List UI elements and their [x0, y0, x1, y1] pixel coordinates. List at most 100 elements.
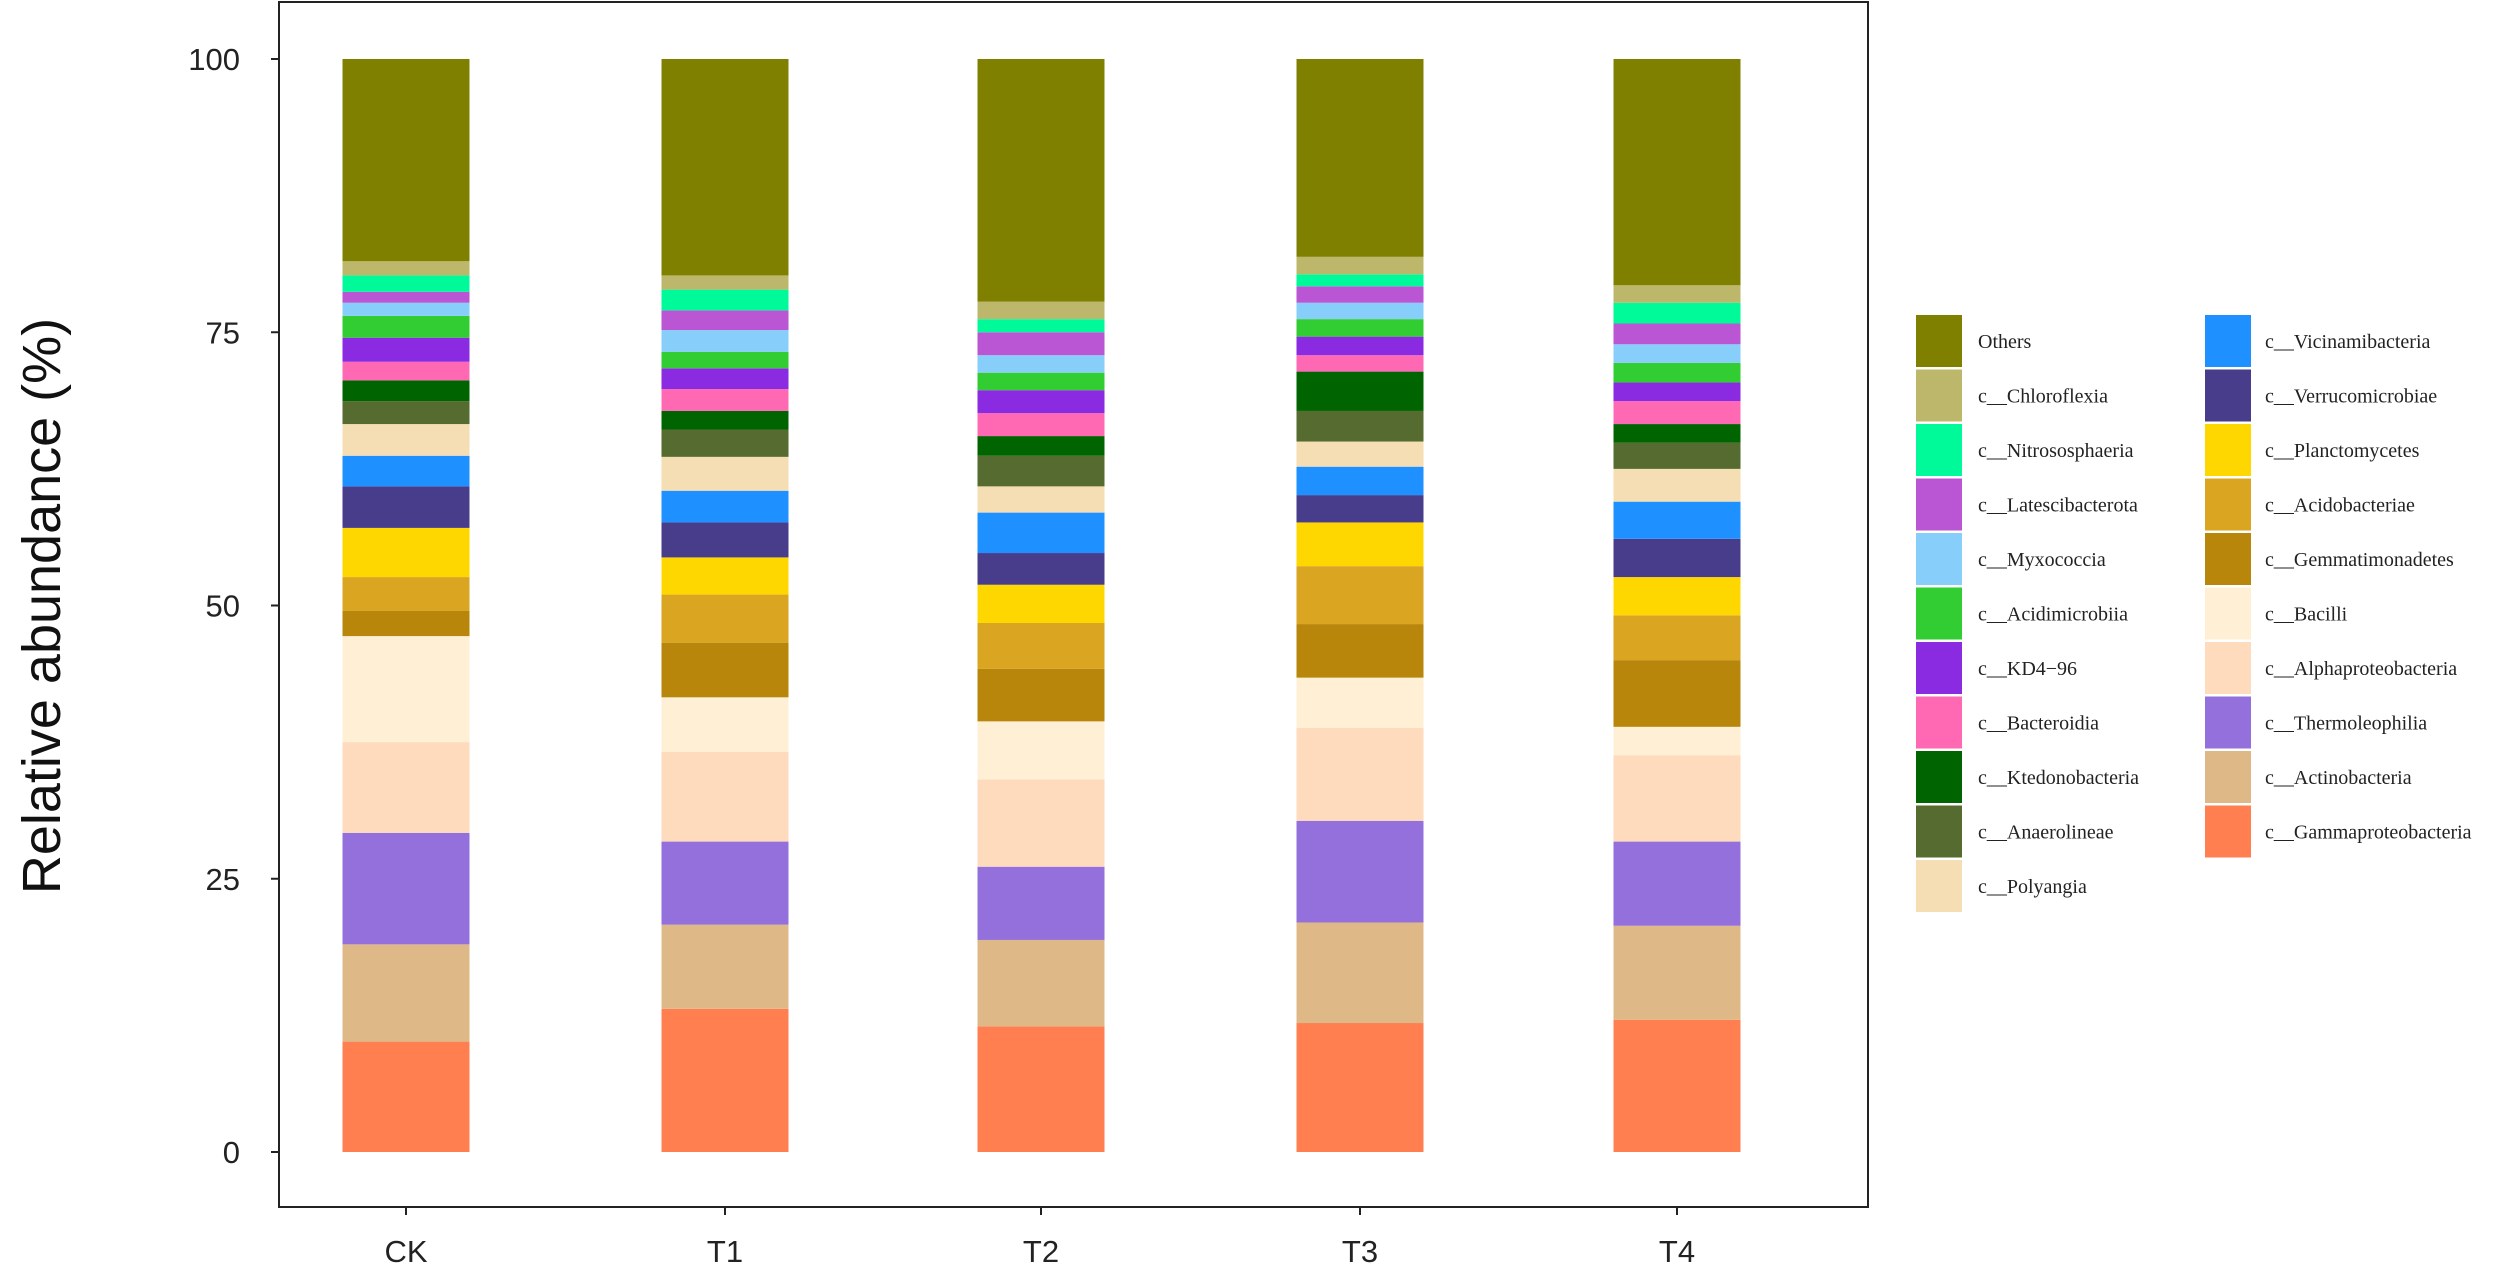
bar-segment-T1-c-Ktedonobacteria — [661, 410, 789, 430]
legend-swatch — [2205, 533, 2251, 585]
bar-segment-T4-c-Planctomycetes — [1613, 577, 1741, 616]
bar-segment-T1-c-Gemmatimonadetes — [661, 642, 789, 698]
y-tick-label: 25 — [206, 862, 240, 897]
legend-swatch — [1916, 478, 1962, 531]
bar-segment-T4-c-Acidobacteriae — [1613, 615, 1741, 661]
legend-item: c__Chloroflexia — [1916, 369, 2108, 422]
legend-label: c__Latescibacterota — [1978, 495, 2138, 517]
x-tick-label: CK — [384, 1234, 427, 1263]
legend-item: c__Bacilli — [2205, 587, 2348, 640]
bar-segment-T3-Others — [1296, 59, 1424, 257]
legend-label: c__Nitrososphaeria — [1978, 440, 2134, 462]
legend-label: c__Alphaproteobacteria — [2265, 658, 2457, 680]
legend-swatch — [1916, 533, 1962, 585]
bar-segment-T2-c-Myxococcia — [977, 355, 1105, 373]
bar-segment-T2-c-Planctomycetes — [977, 584, 1105, 623]
legend-item: c__Ktedonobacteria — [1916, 751, 2139, 803]
bar-segment-CK-c-Acidimicrobiia — [342, 315, 470, 338]
y-tick-label: 75 — [206, 315, 240, 350]
bar-segment-CK-c-Bacilli — [342, 636, 470, 743]
legend-label: c__Myxococcia — [1978, 549, 2106, 571]
bar-segment-T3-c-Gammaproteobacteria — [1296, 1023, 1424, 1152]
legend-item: c__Planctomycetes — [2205, 424, 2420, 476]
bar-segment-T1-Others — [661, 59, 789, 276]
bar-segment-T1-c-Myxococcia — [661, 330, 789, 352]
legend-swatch — [1916, 587, 1962, 640]
legend-label: c__KD4−96 — [1978, 658, 2077, 680]
legend-swatch — [1916, 696, 1962, 749]
bar-segment-T3-c-Actinobacteria — [1296, 922, 1424, 1024]
legend-item: Others — [1916, 315, 2032, 367]
bar-segment-T1-c-Planctomycetes — [661, 557, 789, 595]
legend-swatch — [2205, 315, 2251, 367]
bar-segment-CK-c-Anaerolineae — [342, 401, 470, 425]
bar-segment-T2-c-Ktedonobacteria — [977, 436, 1105, 456]
bar-segment-CK-c-Bacteroidia — [342, 361, 470, 381]
bar-segment-T2-c-KD4-96 — [977, 390, 1105, 414]
legend-label: c__Vicinamibacteria — [2265, 331, 2431, 353]
legend-item: c__Anaerolineae — [1916, 805, 2114, 858]
legend-label: c__Thermoleophilia — [2265, 713, 2427, 735]
bar-segment-T4-c-Actinobacteria — [1613, 925, 1741, 1020]
bar-segment-T2-c-Nitrososphaeria — [977, 319, 1105, 333]
y-tick-label: 100 — [188, 42, 240, 77]
legend-label: c__Bacilli — [2265, 604, 2348, 626]
bar-segment-T4-c-Vicinamibacteria — [1613, 501, 1741, 539]
bar-segment-CK-c-Chloroflexia — [342, 261, 470, 276]
legend-swatch — [1916, 860, 1962, 912]
y-axis-title: Relative abundance (%) — [12, 318, 72, 894]
bar-segment-T4-c-Anaerolineae — [1613, 442, 1741, 469]
legend-item: c__Vicinamibacteria — [2205, 315, 2431, 367]
bar-segment-T4-c-Myxococcia — [1613, 344, 1741, 363]
bar-segment-CK-c-Vicinamibacteria — [342, 455, 470, 487]
bar-segment-CK-c-Alphaproteobacteria — [342, 742, 470, 833]
legend-swatch — [2205, 642, 2251, 694]
legend-swatch — [1916, 751, 1962, 803]
bar-segment-CK-c-Actinobacteria — [342, 944, 470, 1042]
legend-item: c__KD4−96 — [1916, 642, 2077, 694]
bar-segment-T2-c-Bacteroidia — [977, 413, 1105, 437]
legend-label: c__Gammaproteobacteria — [2265, 822, 2472, 844]
legend-item: c__Polyangia — [1916, 860, 2087, 912]
bar-segment-CK-c-Myxococcia — [342, 302, 470, 316]
bar-segment-CK-c-Thermoleophilia — [342, 832, 470, 945]
bar-segment-T2-c-Bacilli — [977, 721, 1105, 780]
legend-item: c__Bacteroidia — [1916, 696, 2099, 749]
legend-swatch — [1916, 369, 1962, 422]
bar-segment-T3-c-Anaerolineae — [1296, 410, 1424, 442]
legend-label: c__Acidimicrobiia — [1978, 604, 2128, 626]
bar-segment-CK-c-Nitrososphaeria — [342, 275, 470, 292]
x-tick-label: T4 — [1659, 1234, 1695, 1263]
legend-item: c__Thermoleophilia — [2205, 696, 2427, 749]
bar-segment-T1-c-Polyangia — [661, 456, 789, 491]
bar-segment-T2-c-Actinobacteria — [977, 939, 1105, 1027]
bar-segment-T4-c-Gammaproteobacteria — [1613, 1019, 1741, 1152]
legend-label: c__Verrucomicrobiae — [2265, 386, 2437, 408]
bar-segment-T3-c-KD4-96 — [1296, 336, 1424, 356]
bar-segment-T3-c-Gemmatimonadetes — [1296, 624, 1424, 678]
bar-segment-T4-c-KD4-96 — [1613, 382, 1741, 402]
legend-item: c__Latescibacterota — [1916, 478, 2138, 531]
bar-segment-CK-c-Gemmatimonadetes — [342, 610, 470, 637]
y-tick-label: 50 — [206, 589, 240, 624]
bar-segment-T1-c-KD4-96 — [661, 368, 789, 390]
legend-swatch — [2205, 751, 2251, 803]
legend-label: c__Actinobacteria — [2265, 767, 2412, 789]
bar-segment-CK-c-Gammaproteobacteria — [342, 1041, 470, 1152]
legend-label: Others — [1978, 331, 2032, 353]
bar-segment-T1-c-Acidobacteriae — [661, 594, 789, 643]
bar-segment-T4-c-Latescibacterota — [1613, 323, 1741, 345]
bar-segment-T3-c-Bacilli — [1296, 677, 1424, 728]
bar-segment-T4-c-Thermoleophilia — [1613, 841, 1741, 926]
bar-segment-T3-c-Bacteroidia — [1296, 355, 1424, 372]
bar-segment-CK-c-Latescibacterota — [342, 291, 470, 303]
bar-segment-T4-c-Verrucomicrobiae — [1613, 538, 1741, 578]
bar-segment-T2-c-Anaerolineae — [977, 455, 1105, 487]
legend-swatch — [2205, 369, 2251, 422]
legend-label: c__Chloroflexia — [1978, 386, 2108, 408]
x-tick-label: T2 — [1023, 1234, 1059, 1263]
bar-segment-T2-c-Verrucomicrobiae — [977, 553, 1105, 585]
bar-segment-T1-c-Gammaproteobacteria — [661, 1008, 789, 1152]
x-tick-label: T3 — [1342, 1234, 1378, 1263]
bar-segment-T3-c-Nitrososphaeria — [1296, 274, 1424, 287]
